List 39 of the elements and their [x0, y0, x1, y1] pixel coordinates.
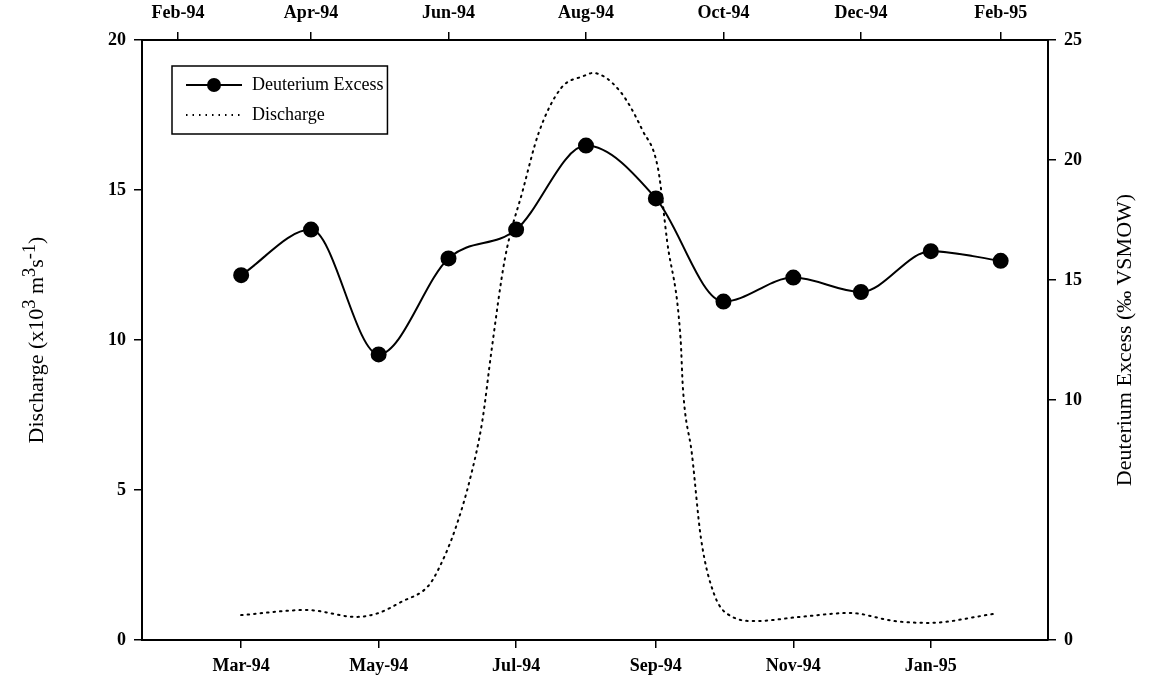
- x2-tick-label: Apr-94: [283, 1, 339, 22]
- point: [647, 190, 664, 207]
- point: [577, 137, 594, 154]
- point: [233, 267, 250, 284]
- y2-tick-label: 25: [1064, 28, 1082, 49]
- x-tick-label: Jan-95: [904, 655, 957, 676]
- y2-tick-label: 15: [1064, 268, 1082, 289]
- x-tick-label: Mar-94: [212, 655, 270, 676]
- x-tick-label: Nov-94: [765, 655, 821, 676]
- point: [785, 269, 802, 286]
- point: [992, 252, 1009, 269]
- x2-tick-label: Oct-94: [697, 1, 750, 22]
- x-tick-label: Sep-94: [629, 655, 682, 676]
- line-series: [240, 72, 995, 624]
- point: [370, 346, 387, 363]
- point: [922, 243, 939, 260]
- x-tick-label: Jul-94: [492, 655, 541, 676]
- y2-tick-label: 10: [1064, 388, 1082, 409]
- x2-tick-label: Jun-94: [422, 1, 476, 22]
- x2-tick-label: Feb-95: [974, 1, 1028, 22]
- point: [715, 293, 732, 310]
- y-tick-label: 10: [108, 328, 126, 349]
- x2-tick-label: Feb-94: [151, 1, 205, 22]
- y-tick-label: 0: [117, 628, 126, 649]
- x2-tick-label: Aug-94: [557, 1, 614, 22]
- legend-label: Deuterium Excess: [252, 73, 384, 94]
- x2-tick-label: Dec-94: [834, 1, 888, 22]
- point: [508, 221, 525, 238]
- point: [852, 284, 869, 300]
- x-tick-label: May-94: [349, 655, 409, 676]
- y2-tick-label: 20: [1064, 148, 1082, 169]
- y-tick-label: 5: [117, 478, 126, 499]
- point: [303, 221, 320, 238]
- y-tick-label: 15: [108, 178, 126, 199]
- y-tick-label: 20: [108, 28, 126, 49]
- legend-label: Discharge: [252, 103, 325, 124]
- y2-tick-label: 0: [1064, 628, 1073, 649]
- y2-axis-title: Deuterium Excess (‰ VSMOW): [1111, 193, 1137, 487]
- point: [440, 250, 457, 267]
